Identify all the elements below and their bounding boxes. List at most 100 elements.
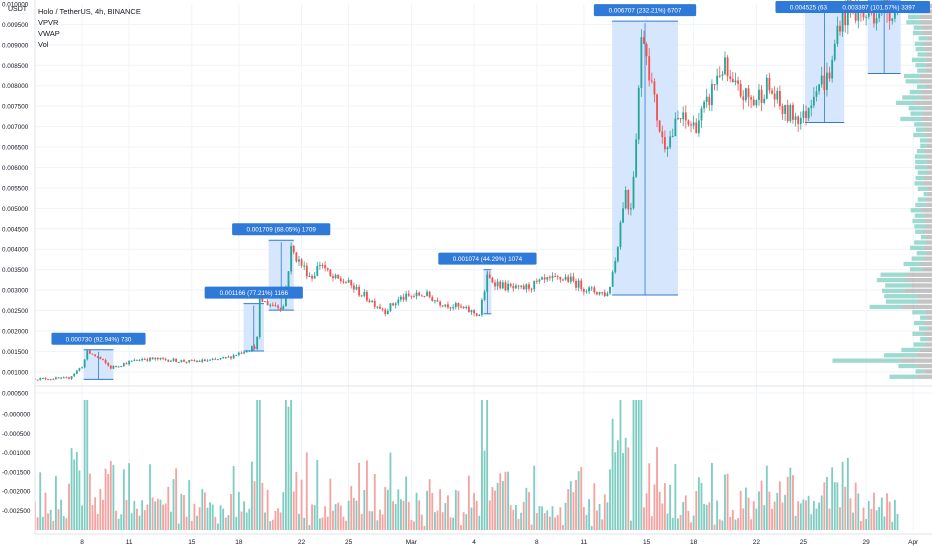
volume-bar [886,493,888,530]
volume-bar [405,476,408,530]
candle-body [371,300,374,302]
volume-bar [256,400,259,530]
candle-body [70,376,73,379]
volume-bar [159,499,162,530]
time-tick-label: 11 [580,539,587,546]
candle-body [653,81,656,95]
candle-body [792,104,794,120]
volume-profile-bar [881,288,905,293]
volume-bar [499,473,502,530]
volume-profile-bar [916,84,927,89]
volume-bar [86,400,89,530]
candle-body [355,286,358,290]
candle-body [765,77,768,99]
candle-body [311,276,313,279]
indicator-vpvr[interactable]: VPVR [38,18,59,27]
volume-bar [677,518,679,530]
indicator-vol[interactable]: Vol [38,40,49,49]
volume-bar [684,495,687,530]
price-tick-label: 0.006000 [2,165,29,172]
candle-body [350,279,353,286]
volume-bar [548,516,551,530]
volume-bar [149,464,151,530]
volume-bar [826,476,828,530]
volume-bar [768,491,771,530]
candle-body [128,361,131,365]
volume-bar [601,519,604,530]
volume-bar [703,504,706,530]
volume-profile-bar [916,374,932,379]
volume-profile-bar [880,272,908,277]
volume-bar [648,463,651,530]
candle-body [504,282,507,291]
volume-bar [792,475,794,530]
price-tick-label: 0.009500 [2,22,29,29]
candle-body [224,356,227,358]
candle-body [616,247,619,262]
volume-bar [183,495,185,530]
candle-body [512,286,515,289]
volume-bar [151,497,154,530]
volume-bar [481,400,483,530]
volume-bar [313,505,316,530]
volume-bar [410,519,413,530]
volume-bar [778,481,781,530]
volume-profile-bar [924,46,932,52]
volume-bar [883,516,886,530]
volume-profile-bar [925,310,932,315]
candle-body [104,359,107,364]
volume-bar [253,481,256,530]
candle-body [151,357,154,360]
volume-bar [243,501,246,530]
candle-body [582,289,585,292]
symbol-title[interactable]: Holo / TetherUS, 4h, BINANCE [38,7,141,16]
candle-body [261,296,264,303]
volume-bar [321,517,324,530]
volume-bar [420,514,423,530]
candle-body [771,90,773,94]
candle-body [444,304,447,307]
candle-body [162,357,164,359]
volume-bar [891,521,894,530]
volume-bar [690,522,692,530]
candle-body [120,366,123,368]
volume-bar [695,491,698,530]
volume-profile-bar [914,320,924,326]
volume-profile-bar [924,127,932,132]
indicator-vwap[interactable]: VWAP [38,29,60,38]
volume-bar [718,519,721,530]
volume-bar [781,502,784,530]
volume-profile-bar [919,79,932,84]
volume-bar [308,525,311,530]
candle-body [133,359,136,361]
volume-bar [190,520,193,530]
volume-bar [138,515,141,530]
candle-body [159,357,162,360]
candle-body [475,313,478,316]
volume-profile-bar [902,95,922,100]
candle-body [548,277,551,279]
candle-body [841,7,844,32]
candle-body [418,292,421,296]
volume-bar [219,505,222,530]
candle-body [619,222,622,248]
candle-body [535,280,538,282]
volume-profile-bar [908,14,922,20]
measurement-ranges[interactable] [83,0,901,380]
volume-bar [339,505,342,530]
candle-body [237,352,240,355]
volume-bar [394,504,397,530]
volume-bar [117,518,120,530]
candle-body [794,116,797,120]
volume-profile-bar [925,57,932,63]
volume-bar [102,499,104,530]
candle-body [606,293,609,297]
volume-profile-bar [921,95,932,100]
candle-body [509,283,512,287]
time-tick-label: 11 [126,539,133,546]
candle-body [394,303,397,306]
volume-bar [136,508,138,530]
volume-bar [358,462,361,530]
candle-body [206,360,209,362]
